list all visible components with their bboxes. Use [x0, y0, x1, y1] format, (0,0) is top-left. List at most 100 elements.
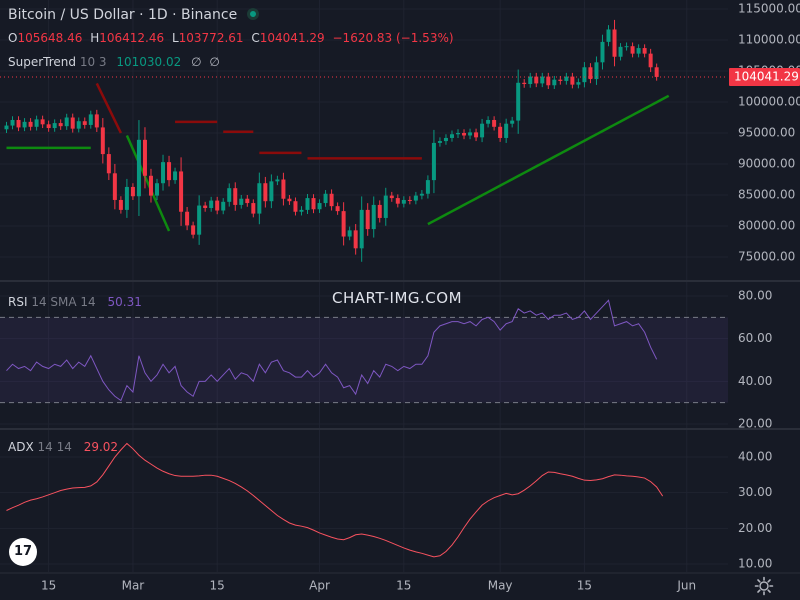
candle-body — [552, 79, 557, 86]
adx-line — [6, 442, 664, 558]
candle-body — [263, 183, 268, 202]
candle-body — [498, 126, 503, 138]
candle-body — [34, 119, 39, 127]
rsi-legend[interactable]: RSI 14 SMA 14 50.31 — [8, 295, 142, 309]
supertrend-legend[interactable]: SuperTrend 10 3 101030.02 ∅ ∅ — [8, 55, 224, 69]
tradingview-logo-icon[interactable]: 17 — [9, 538, 37, 566]
ohlc-legend: O105648.46 H106412.46 L103772.61 C104041… — [8, 31, 458, 45]
time-axis-label: Apr — [309, 579, 330, 593]
supertrend-name: SuperTrend — [8, 55, 76, 69]
candle-body — [564, 76, 569, 81]
candle-body — [281, 179, 286, 199]
price-axis-label: 115000.00 — [738, 2, 800, 16]
candle-body — [118, 199, 123, 210]
supertrend-line — [6, 82, 670, 232]
open-label: O — [8, 31, 18, 45]
adx-axis-label: 10.00 — [738, 557, 772, 571]
rsi-line — [6, 299, 658, 402]
candle-body — [341, 211, 346, 237]
high-value: 106412.46 — [99, 31, 165, 45]
price-axis-label: 80000.00 — [738, 219, 795, 233]
symbol-title[interactable]: Bitcoin / US Dollar · 1D · Binance — [8, 7, 260, 23]
rsi-axis-label: 20.00 — [738, 417, 772, 431]
candle-body — [443, 137, 448, 142]
candle-body — [492, 119, 497, 127]
candle-body — [40, 119, 45, 125]
candles — [4, 19, 659, 262]
candle-body — [419, 193, 424, 196]
supertrend-segment — [125, 134, 171, 232]
candle-body — [46, 124, 51, 129]
candle-body — [124, 186, 129, 210]
candle-body — [612, 29, 617, 57]
time-axis-label: 15 — [41, 579, 56, 593]
candle-body — [401, 199, 406, 204]
candle-body — [558, 79, 563, 81]
rsi-axis-label: 40.00 — [738, 374, 772, 388]
time-axis-label: Mar — [122, 579, 145, 593]
candle-body — [112, 173, 117, 200]
adx-legend[interactable]: ADX 14 14 29.02 — [8, 440, 118, 454]
last-price-tag-label: 104041.29 — [734, 69, 799, 83]
candle-body — [642, 48, 647, 54]
time-axis-label: Jun — [676, 579, 696, 593]
settings-gear-icon[interactable] — [754, 576, 774, 596]
low-label: L — [171, 31, 179, 45]
candle-body — [624, 46, 629, 48]
open-value: 105648.46 — [17, 31, 83, 45]
price-axis-label: 85000.00 — [738, 188, 795, 202]
candle-body — [353, 230, 358, 249]
candle-body — [462, 133, 467, 136]
candle-body — [142, 139, 147, 176]
rsi-name: RSI — [8, 295, 28, 309]
candle-body — [203, 205, 208, 209]
candle-body — [197, 205, 202, 235]
candle-body — [516, 82, 521, 121]
candle-body — [215, 200, 220, 211]
candle-body — [377, 204, 382, 218]
price-axis-label: 100000.00 — [738, 95, 800, 109]
candle-body — [136, 139, 141, 197]
market-open-icon — [247, 8, 260, 20]
price-axis-label: 75000.00 — [738, 250, 795, 264]
candle-body — [88, 114, 93, 125]
candle-body — [28, 121, 33, 127]
supertrend-segment — [427, 94, 670, 226]
candle-body — [636, 48, 641, 54]
rsi-value: 50.31 — [107, 295, 142, 309]
candle-body — [329, 193, 334, 207]
candle-body — [64, 117, 69, 127]
candle-body — [161, 162, 166, 184]
adx-value: 29.02 — [83, 440, 119, 454]
candle-body — [335, 206, 340, 212]
candle-body — [155, 183, 159, 196]
candle-body — [239, 198, 244, 205]
price-axis-label: 90000.00 — [738, 157, 795, 171]
adx-params: 14 14 — [37, 440, 72, 454]
candle-body — [510, 120, 515, 124]
candle-body — [221, 201, 226, 211]
candle-body — [468, 132, 473, 136]
candle-body — [293, 201, 298, 212]
candle-body — [130, 186, 135, 197]
candle-body — [480, 123, 485, 138]
candle-body — [528, 76, 533, 85]
supertrend-na-1: ∅ — [191, 55, 202, 69]
candle-body — [504, 123, 509, 138]
time-axis-label: May — [488, 579, 513, 593]
symbol-title-text: Bitcoin / US Dollar · 1D · Binance — [8, 7, 238, 23]
indicator-lines — [6, 299, 664, 558]
rsi-axis-label: 80.00 — [738, 289, 772, 303]
candle-body — [323, 193, 328, 204]
candle-body — [648, 53, 653, 68]
candle-body — [389, 195, 394, 199]
watermark: CHART-IMG.COM — [332, 289, 463, 307]
candle-body — [82, 121, 87, 125]
candle-body — [22, 121, 27, 128]
adx-axis-label: 20.00 — [738, 521, 772, 535]
candle-body — [425, 180, 430, 194]
time-axis-label: 15 — [396, 579, 411, 593]
candle-body — [287, 198, 292, 202]
